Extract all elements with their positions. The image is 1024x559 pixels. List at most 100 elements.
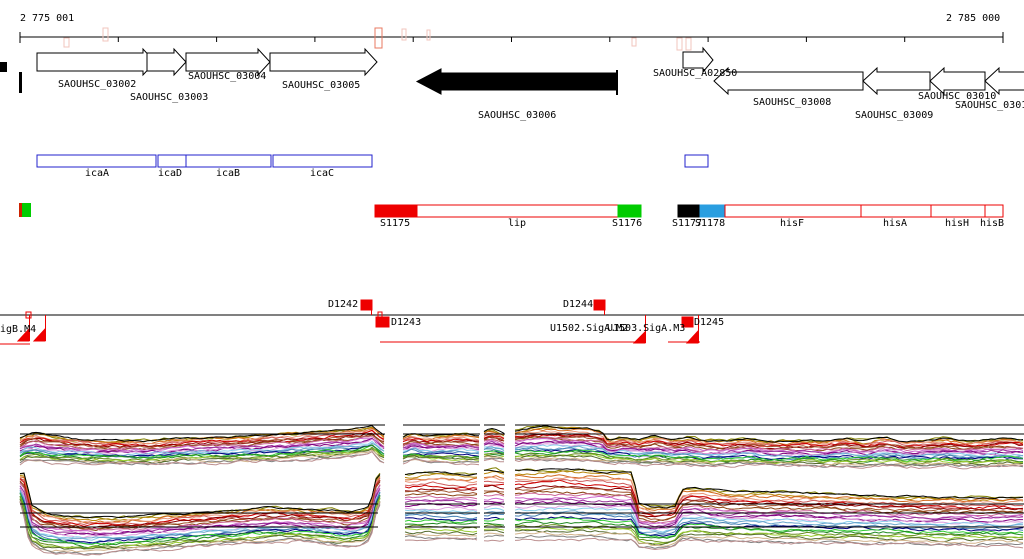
profile-lower-trace xyxy=(483,497,505,501)
probe-flag-4[interactable] xyxy=(685,329,699,344)
gene-arrow-saouhsc-03009[interactable] xyxy=(862,66,931,96)
profile-upper-trace xyxy=(483,448,505,453)
profile-lower-trace xyxy=(514,534,1024,549)
profile-lower-trace xyxy=(514,504,1024,530)
operon-box-small[interactable] xyxy=(684,154,709,168)
profile-lower-trace xyxy=(483,504,505,509)
profile-upper-trace xyxy=(514,457,1024,467)
feature-box-hisF[interactable] xyxy=(724,204,862,218)
profile-lower-trace xyxy=(483,522,505,526)
probe-marker-d1242[interactable] xyxy=(360,299,373,311)
profile-upper-trace xyxy=(19,444,385,459)
gene-label-saouhsc-03008: SAOUHSC_03008 xyxy=(753,97,832,108)
profile-upper-trace xyxy=(514,436,1024,453)
gene-arrow-saouhsc-a02850[interactable] xyxy=(682,46,714,74)
probe-marker-d1245[interactable] xyxy=(681,316,694,328)
profile-lower-trace xyxy=(483,490,505,493)
probe-label-u1502-siga: U1502.SigA.M2 xyxy=(550,323,629,334)
profile-lower-trace xyxy=(483,532,505,537)
ruler-marker-2 xyxy=(374,27,383,49)
profile-lower-trace xyxy=(483,480,505,484)
profile-lower-trace xyxy=(483,513,504,517)
gene-arrow-saouhsc-03003[interactable] xyxy=(146,47,187,77)
profile-lower-trace xyxy=(514,470,1024,510)
gene-arrow-saouhsc-03011[interactable] xyxy=(984,66,1024,96)
profile-upper-trace xyxy=(403,446,480,453)
profile-lower-trace xyxy=(19,489,381,541)
feature-box-green-left[interactable] xyxy=(22,203,31,217)
probe-flag-3[interactable] xyxy=(632,330,646,344)
profile-lower-trace xyxy=(19,485,381,535)
gene-arrow-saouhsc-03010[interactable] xyxy=(929,66,986,96)
operon-box-icaD[interactable] xyxy=(157,154,187,168)
gene-arrow-saouhsc-03006[interactable] xyxy=(415,68,618,95)
profile-lower-trace xyxy=(404,502,478,508)
probe-label-u1503-siga: U1503.SigA.M3 xyxy=(607,323,686,334)
profile-upper-trace xyxy=(402,448,480,455)
gene-arrow-saouhsc-03005[interactable] xyxy=(269,47,378,77)
profile-lower-trace xyxy=(19,478,381,527)
gene-label-saouhsc-03010: SAOUHSC_03010 xyxy=(918,91,997,102)
profile-lower-trace xyxy=(514,510,1024,534)
profile-upper-trace xyxy=(402,440,480,447)
probe-marker-d1244[interactable] xyxy=(593,299,606,311)
feature-box-s1176[interactable] xyxy=(617,204,642,218)
black-bar-feature[interactable] xyxy=(19,72,22,93)
ruler-marker-6 xyxy=(676,37,683,51)
profile-upper-trace xyxy=(19,440,385,457)
probe-marker-d1243[interactable] xyxy=(375,316,390,328)
operon-box-icaB[interactable] xyxy=(185,154,272,168)
feature-label-s1176: S1176 xyxy=(612,218,643,229)
profile-upper-trace xyxy=(515,433,1024,450)
profile-upper-trace xyxy=(514,454,1024,465)
profile-lower-trace xyxy=(404,484,478,490)
profile-lower-trace xyxy=(483,470,505,475)
profile-lower-trace xyxy=(404,489,478,495)
operon-label-icaC: icaC xyxy=(310,168,335,179)
feature-box-hisB[interactable] xyxy=(984,204,1004,218)
profile-lower-trace xyxy=(19,501,381,556)
profile-upper-trace xyxy=(514,445,1024,459)
operon-box-icaA[interactable] xyxy=(36,154,157,168)
profile-upper-trace xyxy=(19,436,385,451)
profile-lower-trace xyxy=(19,474,381,521)
profile-upper-trace xyxy=(483,446,505,452)
profile-upper-trace xyxy=(514,430,1024,447)
gene-arrow-saouhsc-03008[interactable] xyxy=(713,66,864,96)
profile-upper-trace xyxy=(483,435,505,442)
profile-lower-trace xyxy=(483,484,505,490)
profile-upper-trace xyxy=(514,449,1024,463)
profile-lower-trace xyxy=(514,520,1024,539)
gene-label-saouhsc-a02850: SAOUHSC_A02850 xyxy=(653,68,738,79)
feature-box-s1175[interactable] xyxy=(374,204,418,218)
probe-flag-2[interactable] xyxy=(32,327,46,342)
profile-lower-trace xyxy=(514,479,1024,517)
feature-box-green-left-redstrip[interactable] xyxy=(19,203,22,217)
operon-box-icaC[interactable] xyxy=(272,154,373,168)
clipped-black-feature[interactable] xyxy=(0,62,7,72)
profile-lower-outline-trace xyxy=(19,472,381,519)
profile-upper-trace xyxy=(483,438,505,445)
feature-box-hisH[interactable] xyxy=(930,204,986,218)
feature-box-s1177[interactable] xyxy=(677,204,701,218)
feature-label-hisA: hisA xyxy=(883,218,908,229)
ruler-marker-1 xyxy=(102,27,109,42)
profile-lower-trace xyxy=(404,528,478,533)
feature-box-s1178[interactable] xyxy=(699,204,726,218)
probe-flag-1[interactable] xyxy=(16,327,30,342)
profile-lower-trace xyxy=(404,513,478,520)
probe-label-d1243: D1243 xyxy=(391,317,422,328)
profile-lower-trace xyxy=(404,530,478,536)
feature-box-hisA[interactable] xyxy=(860,204,932,218)
feature-box-lip[interactable] xyxy=(416,204,619,218)
feature-label-s1177: S1177 xyxy=(672,218,703,229)
probe-label-sigb-m4: igB.M4 xyxy=(0,324,37,335)
profile-upper-trace xyxy=(483,440,505,445)
profile-lower-trace xyxy=(514,474,1023,511)
profile-lower-trace xyxy=(514,527,1024,546)
feature-label-hisH: hisH xyxy=(945,218,970,229)
gene-arrow-saouhsc-03002[interactable] xyxy=(36,47,156,77)
ruler-start-label: 2 775 001 xyxy=(20,13,75,24)
gene-arrow-saouhsc-03004[interactable] xyxy=(185,47,271,77)
profile-lower-trace xyxy=(483,539,505,542)
